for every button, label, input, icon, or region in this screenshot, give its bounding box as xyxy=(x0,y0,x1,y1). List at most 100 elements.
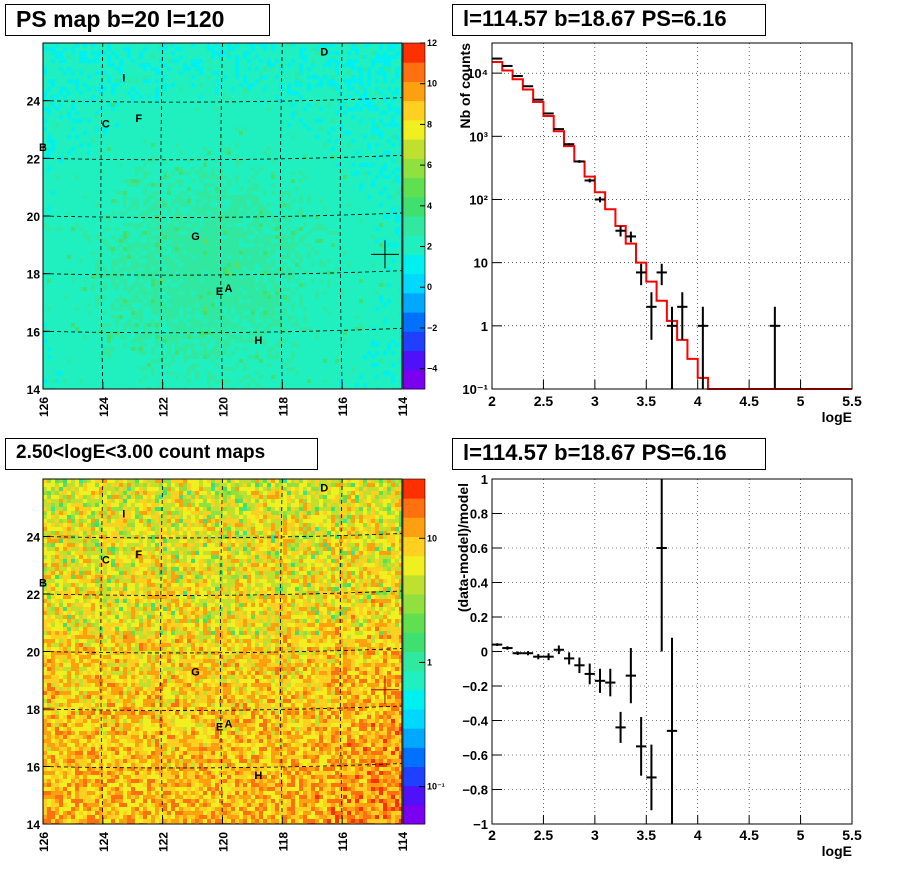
map-pixel xyxy=(147,171,151,175)
map-pixel xyxy=(235,259,239,263)
map-pixel xyxy=(107,227,111,231)
map-pixel xyxy=(67,43,71,47)
map-pixel xyxy=(83,131,87,135)
map-pixel xyxy=(79,123,83,127)
map-pixel xyxy=(323,247,327,251)
map-pixel xyxy=(227,187,231,191)
map-pixel xyxy=(87,147,91,151)
map-pixel xyxy=(307,55,311,59)
map-pixel xyxy=(87,179,91,183)
map-pixel xyxy=(151,123,155,127)
map-pixel xyxy=(299,99,303,103)
map-pixel xyxy=(195,199,199,203)
map-pixel xyxy=(359,139,363,143)
map-pixel xyxy=(123,95,127,99)
map-pixel xyxy=(359,223,363,227)
map-pixel xyxy=(391,43,395,47)
map-pixel xyxy=(311,179,315,183)
map-pixel xyxy=(219,179,223,183)
map-pixel xyxy=(215,259,219,263)
map-pixel xyxy=(367,67,371,71)
map-pixel xyxy=(303,223,307,227)
map-pixel xyxy=(375,243,379,247)
map-pixel xyxy=(83,183,87,187)
map-pixel xyxy=(103,99,107,103)
map-pixel xyxy=(67,227,71,231)
map-pixel xyxy=(391,135,395,139)
map-pixel xyxy=(399,235,402,239)
map-pixel xyxy=(155,67,159,71)
map-pixel xyxy=(231,115,235,119)
map-pixel xyxy=(283,191,287,195)
map-pixel xyxy=(207,247,211,251)
map-pixel xyxy=(47,203,51,207)
map-pixel xyxy=(179,83,183,87)
map-pixel xyxy=(139,139,143,143)
map-pixel xyxy=(367,147,371,151)
map-pixel xyxy=(323,195,327,199)
map-pixel xyxy=(127,255,131,259)
map-pixel xyxy=(51,139,55,143)
map-pixel xyxy=(395,179,399,183)
map-pixel xyxy=(387,179,391,183)
map-pixel xyxy=(139,187,143,191)
map-pixel xyxy=(367,151,371,155)
map-pixel xyxy=(283,59,287,63)
map-pixel xyxy=(251,159,255,163)
map-pixel xyxy=(259,199,263,203)
map-pixel xyxy=(199,231,203,235)
map-pixel xyxy=(207,183,211,187)
map-pixel xyxy=(207,55,211,59)
map-pixel xyxy=(131,219,135,223)
map-pixel xyxy=(107,147,111,151)
map-pixel xyxy=(163,227,167,231)
map-pixel xyxy=(263,43,267,47)
map-pixel xyxy=(147,91,151,95)
map-pixel xyxy=(183,255,187,259)
map-pixel xyxy=(83,243,87,247)
map-pixel xyxy=(87,79,91,83)
map-pixel xyxy=(79,83,83,87)
map-pixel xyxy=(227,51,231,55)
map-pixel xyxy=(195,67,199,71)
map-pixel xyxy=(267,223,271,227)
map-pixel xyxy=(311,111,315,115)
map-pixel xyxy=(71,43,75,47)
map-pixel xyxy=(355,75,359,79)
map-pixel xyxy=(363,123,367,127)
map-pixel xyxy=(375,251,379,255)
map-pixel xyxy=(287,211,291,215)
map-pixel xyxy=(335,223,339,227)
map-pixel xyxy=(143,59,147,63)
map-pixel xyxy=(307,139,311,143)
map-pixel xyxy=(163,151,167,155)
map-pixel xyxy=(95,79,99,83)
map-pixel xyxy=(67,55,71,59)
map-pixel xyxy=(379,71,383,75)
map-pixel xyxy=(47,219,51,223)
map-pixel xyxy=(235,95,239,99)
map-pixel xyxy=(175,175,179,179)
map-pixel xyxy=(63,163,67,167)
map-pixel xyxy=(283,259,287,263)
map-pixel xyxy=(363,207,367,211)
map-pixel xyxy=(227,131,231,135)
map-pixel xyxy=(103,263,107,267)
map-pixel xyxy=(259,227,263,231)
map-pixel xyxy=(227,111,231,115)
map-pixel xyxy=(315,231,319,235)
map-pixel xyxy=(83,203,87,207)
map-pixel xyxy=(235,55,239,59)
map-pixel xyxy=(247,71,251,75)
map-pixel xyxy=(91,83,95,87)
map-pixel xyxy=(303,247,307,251)
map-pixel xyxy=(283,111,287,115)
map-pixel xyxy=(275,215,279,219)
map-pixel xyxy=(71,219,75,223)
map-pixel xyxy=(135,227,139,231)
map-pixel xyxy=(359,83,363,87)
map-pixel xyxy=(83,47,87,51)
map-pixel xyxy=(207,255,211,259)
map-pixel xyxy=(319,259,323,263)
map-pixel xyxy=(283,199,287,203)
